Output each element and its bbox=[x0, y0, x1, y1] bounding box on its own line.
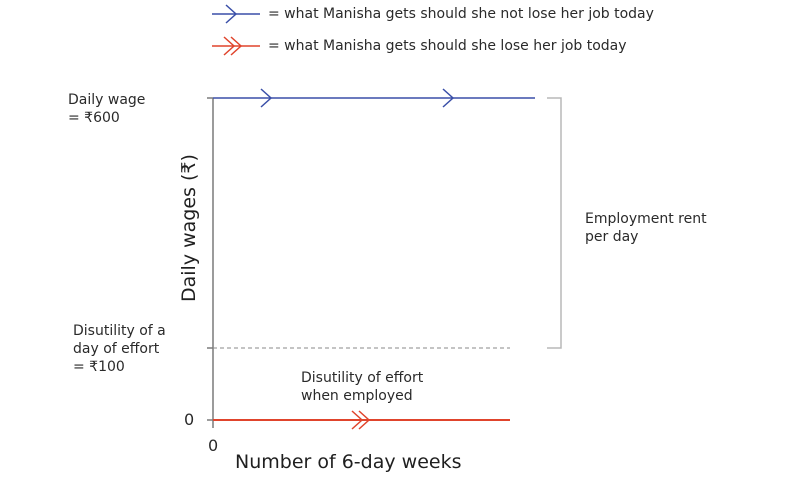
disutility-employed-label-line1: Disutility of effort bbox=[301, 370, 424, 386]
x-origin-label: 0 bbox=[208, 436, 219, 455]
employment-rent-label: Employment rent per day bbox=[585, 210, 707, 246]
employment-rent-label-line1: Employment rent bbox=[585, 211, 707, 227]
daily-wage-label-line2: = ₹600 bbox=[68, 110, 120, 126]
disutility-label-line1: Disutility of a bbox=[73, 323, 166, 339]
unemployed-line bbox=[213, 410, 510, 430]
y-axis-title: Daily wages (₹) bbox=[178, 154, 200, 302]
disutility-label-line3: = ₹100 bbox=[73, 359, 125, 375]
daily-wage-label-line1: Daily wage bbox=[68, 92, 146, 108]
legend-employed-text: = what Manisha gets should she not lose … bbox=[268, 6, 654, 22]
employed-wage-line bbox=[213, 88, 535, 108]
disutility-employed-label: Disutility of effort when employed bbox=[301, 369, 423, 405]
y-origin-label: 0 bbox=[184, 410, 195, 429]
employment-rent-label-line2: per day bbox=[585, 229, 639, 245]
disutility-employed-label-line2: when employed bbox=[301, 388, 413, 404]
x-axis-title: Number of 6-day weeks bbox=[235, 451, 462, 473]
daily-wage-label: Daily wage = ₹600 bbox=[68, 91, 145, 127]
disutility-label-line2: day of effort bbox=[73, 341, 160, 357]
employment-rent-bracket bbox=[547, 97, 562, 349]
legend-double-arrow-icon bbox=[212, 36, 260, 56]
legend-unemployed-text: = what Manisha gets should she lose her … bbox=[268, 38, 627, 54]
legend-single-arrow-icon bbox=[212, 4, 260, 24]
disutility-label: Disutility of a day of effort = ₹100 bbox=[73, 322, 166, 376]
